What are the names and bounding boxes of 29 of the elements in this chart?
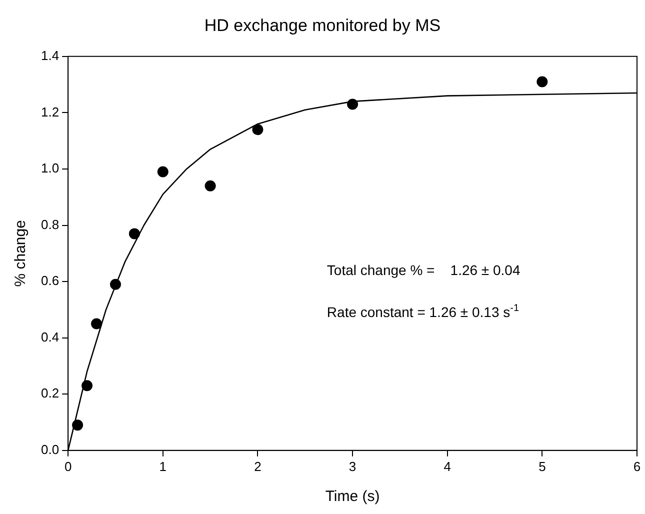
x-axis-title: Time (s) [325, 488, 380, 506]
point [110, 278, 121, 290]
x-tick-label: 1 [159, 458, 167, 474]
x-tick-label: 0 [64, 458, 72, 474]
x-tick-label: 3 [348, 458, 356, 474]
y-tick-label: 0.6 [40, 273, 60, 288]
point [347, 98, 358, 110]
y-axis-title: % change [12, 220, 30, 287]
point [72, 420, 84, 431]
x-tick-label: 2 [254, 458, 262, 474]
y-tick-label: 0.2 [40, 386, 60, 401]
x-tick-label: 6 [633, 458, 641, 474]
point [157, 166, 168, 178]
point [82, 380, 93, 392]
y-tick-label: 0.8 [40, 216, 60, 232]
point [128, 228, 140, 240]
y-tick-label: 0.4 [40, 329, 60, 344]
x-tick-label: 5 [538, 458, 546, 474]
y-tick-label: 1.2 [40, 104, 60, 120]
annotation: Total change % = 1.26 ± 0.04 [326, 262, 520, 278]
point [204, 180, 216, 192]
point [91, 318, 102, 330]
x-tick-label: 4 [444, 458, 451, 474]
y-tick-label: 0.0 [40, 442, 60, 457]
chart-title: HD exchange monitored by MS [204, 16, 441, 35]
y-tick-label: 1.4 [40, 48, 60, 63]
point [536, 76, 548, 88]
y-tick-label: 1.0 [40, 160, 60, 176]
point [252, 124, 264, 136]
